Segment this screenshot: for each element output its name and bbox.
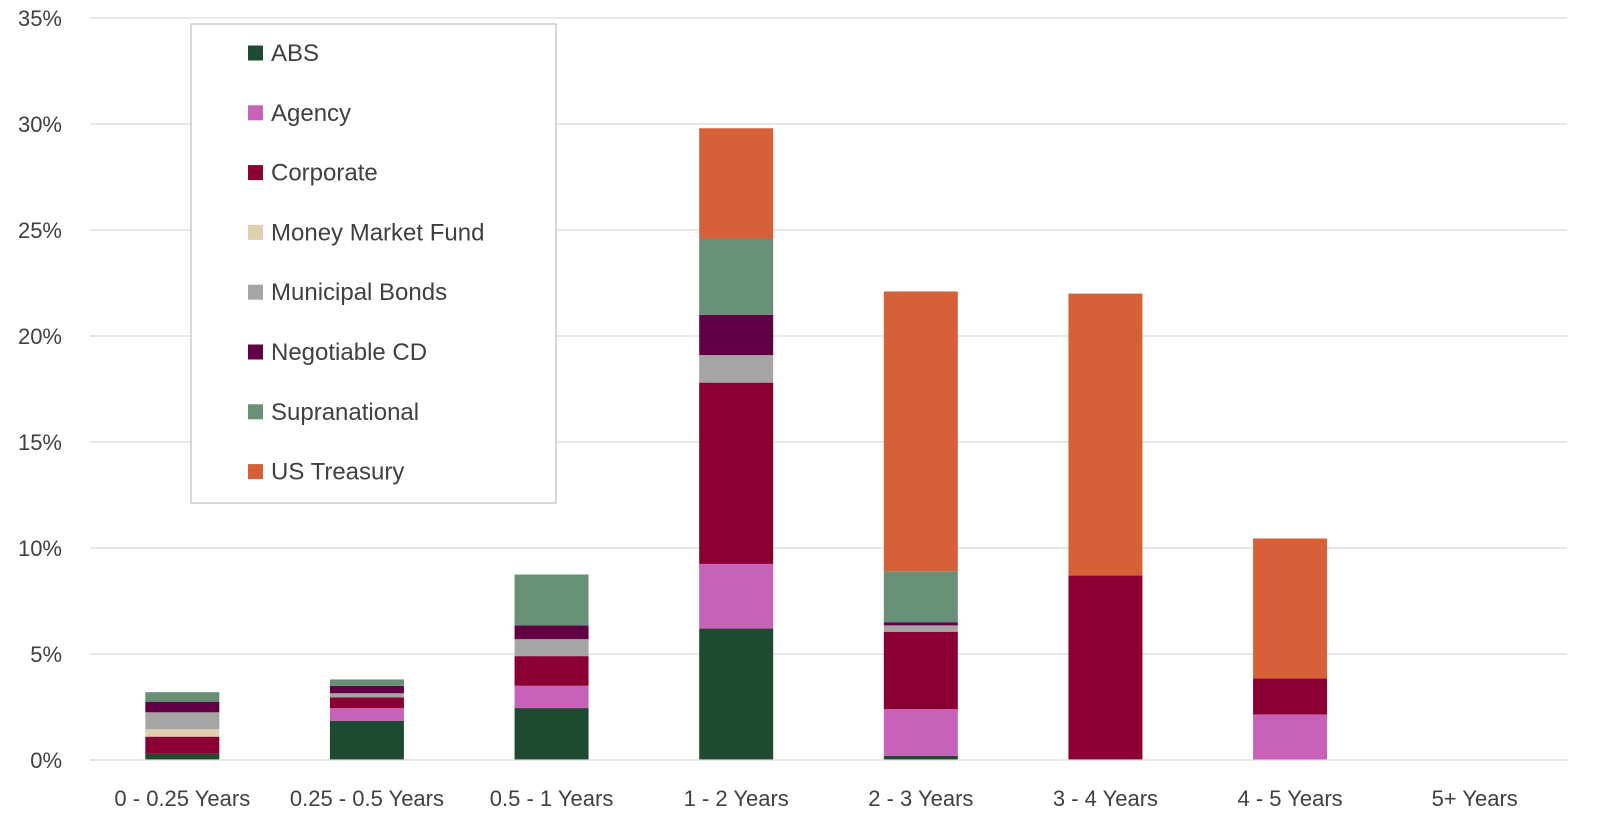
bar-segment [514, 656, 589, 686]
bar-segment [329, 693, 404, 698]
bar-segment [883, 755, 958, 760]
legend: ABS Agency Corporate Money Market Fund Munic… [190, 23, 557, 504]
bar-segment [1068, 575, 1143, 760]
legend-label: Municipal Bonds [271, 279, 447, 306]
bar-segment [883, 291, 958, 572]
bar-segment [1253, 714, 1328, 760]
legend-swatch [248, 284, 263, 300]
legend-label: Money Market Fund [271, 219, 484, 246]
bar-segment [514, 639, 589, 657]
x-tick-label: 2 - 3 Years [868, 786, 973, 811]
bar-segment [699, 382, 774, 564]
bar-segment [329, 708, 404, 721]
y-tick-label: 15% [18, 430, 62, 455]
bar-segment [329, 679, 404, 686]
legend-swatch [248, 224, 263, 240]
x-tick-label: 4 - 5 Years [1237, 786, 1342, 811]
bar-segment [145, 729, 220, 737]
bar-segment [1253, 678, 1328, 715]
y-tick-label: 0% [30, 748, 62, 773]
bar-segment [699, 628, 774, 760]
x-tick-label: 0.25 - 0.5 Years [290, 786, 444, 811]
bar-segment [699, 238, 774, 315]
bar-segment [699, 128, 774, 239]
bar-segment [883, 631, 958, 710]
legend-swatch [248, 344, 263, 360]
x-tick-label: 1 - 2 Years [684, 786, 789, 811]
y-axis-labels: 0% 5% 10% 15% 20% 25% 30% 35% [18, 6, 62, 773]
legend-label: ABS [271, 40, 319, 67]
legend-label: US Treasury [271, 459, 404, 486]
bar-segment [514, 625, 589, 640]
bar-segment [699, 355, 774, 383]
bar-segment [883, 625, 958, 632]
x-tick-label: 5+ Years [1432, 786, 1518, 811]
x-tick-label: 0 - 0.25 Years [114, 786, 250, 811]
bar-segment [145, 712, 220, 730]
legend-swatch [248, 464, 263, 480]
bar-segment [883, 622, 958, 626]
bar-segment [699, 314, 774, 356]
bar-segment [514, 685, 589, 709]
y-tick-label: 20% [18, 324, 62, 349]
legend-label: Negotiable CD [271, 339, 427, 366]
bar-segment [145, 692, 220, 702]
legend-label: Corporate [271, 160, 378, 187]
bar-segment [1253, 538, 1328, 679]
bars [145, 128, 1328, 760]
x-tick-label: 3 - 4 Years [1053, 786, 1158, 811]
x-tick-label: 0.5 - 1 Years [490, 786, 614, 811]
y-tick-label: 10% [18, 536, 62, 561]
legend-label: Supranational [271, 399, 419, 426]
bar-segment [1068, 293, 1143, 576]
bar-segment [883, 709, 958, 756]
y-tick-label: 35% [18, 6, 62, 31]
x-axis-labels: 0 - 0.25 Years 0.25 - 0.5 Years 0.5 - 1 Ye… [114, 786, 1517, 811]
bar-segment [514, 708, 589, 760]
bar-segment [699, 563, 774, 629]
bar-segment [514, 574, 589, 626]
legend-box [190, 23, 557, 504]
legend-swatch [248, 105, 263, 121]
legend-swatch [248, 404, 263, 420]
bar-segment [145, 753, 220, 760]
y-tick-label: 30% [18, 112, 62, 137]
y-tick-label: 25% [18, 218, 62, 243]
y-tick-label: 5% [30, 642, 62, 667]
legend-swatch [248, 165, 263, 181]
legend-swatch [248, 45, 263, 61]
legend-label: Agency [271, 100, 351, 127]
bar-segment [145, 736, 220, 754]
bar-segment [329, 697, 404, 709]
bar-segment [145, 701, 220, 713]
bar-segment [883, 571, 958, 623]
bar-segment [329, 685, 404, 694]
bar-segment [329, 720, 404, 760]
